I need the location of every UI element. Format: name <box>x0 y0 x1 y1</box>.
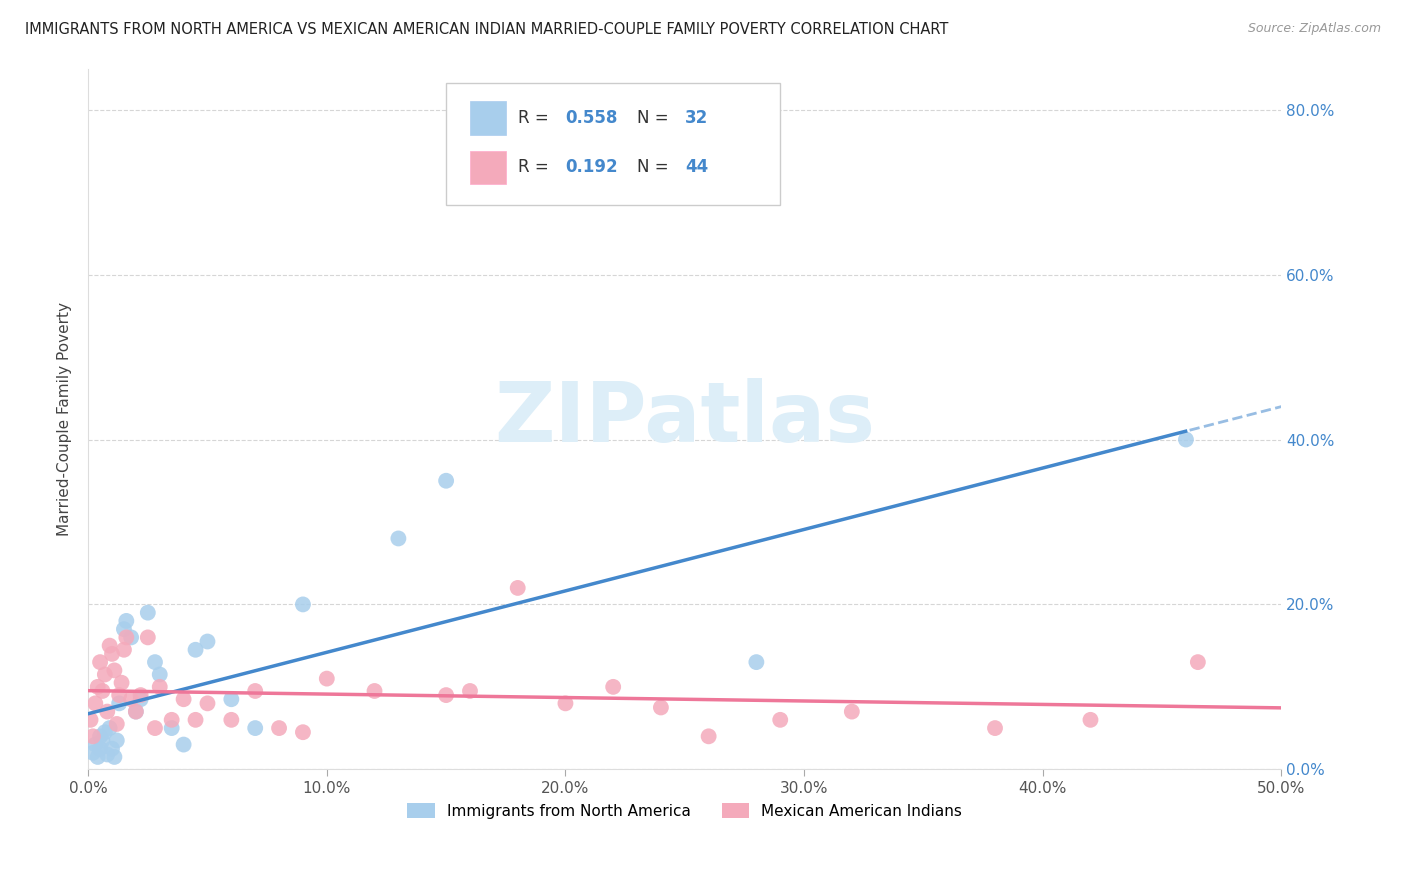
Point <box>94 725 117 739</box>
Point <box>89 729 111 743</box>
Point <box>84 738 107 752</box>
Point <box>136 631 159 645</box>
Point <box>184 642 207 657</box>
Point <box>315 672 337 686</box>
Point <box>458 684 481 698</box>
Text: R =: R = <box>517 158 560 176</box>
Point <box>89 655 111 669</box>
Point <box>697 729 720 743</box>
Text: 0.558: 0.558 <box>565 109 617 127</box>
Point <box>554 697 576 711</box>
Point <box>221 692 243 706</box>
Point <box>769 713 792 727</box>
Point <box>173 692 195 706</box>
Point <box>91 733 114 747</box>
Point <box>101 741 124 756</box>
Point <box>149 667 172 681</box>
Point <box>105 733 128 747</box>
Point <box>143 721 166 735</box>
Point <box>506 581 529 595</box>
Bar <box>470 102 506 135</box>
Point <box>89 741 111 756</box>
Point <box>221 713 243 727</box>
Point <box>173 738 195 752</box>
Text: 44: 44 <box>685 158 709 176</box>
Point <box>96 705 118 719</box>
Point <box>129 688 152 702</box>
FancyBboxPatch shape <box>446 83 780 205</box>
Point <box>125 705 148 719</box>
Point <box>82 729 104 743</box>
Point <box>86 750 108 764</box>
Point <box>103 664 125 678</box>
Point <box>79 713 101 727</box>
Point <box>1080 713 1102 727</box>
Point <box>129 692 152 706</box>
Text: 32: 32 <box>685 109 709 127</box>
Y-axis label: Married-Couple Family Poverty: Married-Couple Family Poverty <box>58 301 72 536</box>
Point <box>387 532 409 546</box>
Point <box>108 688 131 702</box>
Point <box>112 622 135 636</box>
Point <box>1187 655 1209 669</box>
Point <box>84 697 107 711</box>
Point <box>267 721 290 735</box>
Point <box>160 713 183 727</box>
Point <box>197 697 219 711</box>
Point <box>160 721 183 735</box>
Point <box>98 721 121 735</box>
Point <box>602 680 624 694</box>
Point <box>841 705 863 719</box>
Point <box>108 697 131 711</box>
Point <box>96 747 118 762</box>
Point <box>149 680 172 694</box>
Bar <box>470 151 506 184</box>
Point <box>291 598 314 612</box>
Text: IMMIGRANTS FROM NORTH AMERICA VS MEXICAN AMERICAN INDIAN MARRIED-COUPLE FAMILY P: IMMIGRANTS FROM NORTH AMERICA VS MEXICAN… <box>25 22 949 37</box>
Point <box>115 614 138 628</box>
Point <box>184 713 207 727</box>
Point <box>86 680 108 694</box>
Point <box>984 721 1007 735</box>
Point <box>125 705 148 719</box>
Point <box>110 675 132 690</box>
Point <box>434 688 457 702</box>
Point <box>745 655 768 669</box>
Point <box>91 684 114 698</box>
Text: R =: R = <box>517 109 554 127</box>
Text: ZIPatlas: ZIPatlas <box>495 378 876 459</box>
Point <box>105 717 128 731</box>
Point <box>112 642 135 657</box>
Point <box>143 655 166 669</box>
Point <box>120 692 142 706</box>
Text: N =: N = <box>637 158 673 176</box>
Point <box>136 606 159 620</box>
Point <box>101 647 124 661</box>
Point <box>120 631 142 645</box>
Point <box>363 684 385 698</box>
Point <box>1174 433 1197 447</box>
Text: Source: ZipAtlas.com: Source: ZipAtlas.com <box>1247 22 1381 36</box>
Legend: Immigrants from North America, Mexican American Indians: Immigrants from North America, Mexican A… <box>401 797 969 825</box>
Point <box>94 667 117 681</box>
Point <box>245 721 267 735</box>
Point <box>650 700 672 714</box>
Text: 0.192: 0.192 <box>565 158 619 176</box>
Point <box>197 634 219 648</box>
Point <box>82 746 104 760</box>
Point <box>98 639 121 653</box>
Point <box>103 750 125 764</box>
Point <box>291 725 314 739</box>
Point <box>115 631 138 645</box>
Text: N =: N = <box>637 109 673 127</box>
Point <box>245 684 267 698</box>
Point <box>434 474 457 488</box>
